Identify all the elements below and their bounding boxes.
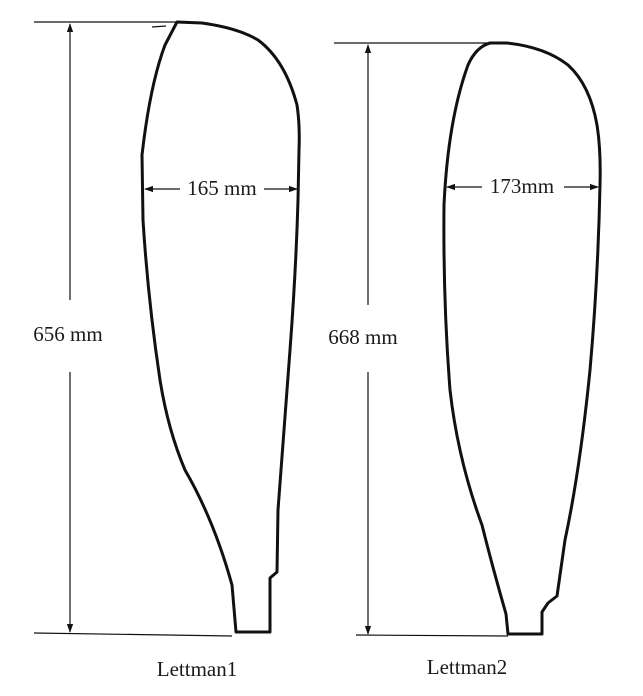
- paddle-1-caption: Lettman1: [157, 657, 237, 681]
- paddle-1: 656 mm 165 mm Lettman1: [33, 20, 301, 681]
- paddle-2-bottom-extension-line: [355, 634, 509, 637]
- paddle-1-bottom-extension-line: [33, 632, 233, 637]
- paddle-2: 668 mm 173mm Lettman2: [328, 41, 602, 679]
- paddle-2-length-label: 668 mm: [328, 325, 397, 349]
- paddle-1-top-tick: [151, 25, 167, 28]
- paddle-2-outline: [442, 41, 602, 636]
- paddle-1-width-label: 165 mm: [187, 176, 256, 200]
- paddle-1-length-label: 656 mm: [33, 322, 102, 346]
- paddle-2-width-label: 173mm: [490, 174, 554, 198]
- paddle-2-caption: Lettman2: [427, 655, 507, 679]
- paddle-1-outline: [140, 20, 301, 634]
